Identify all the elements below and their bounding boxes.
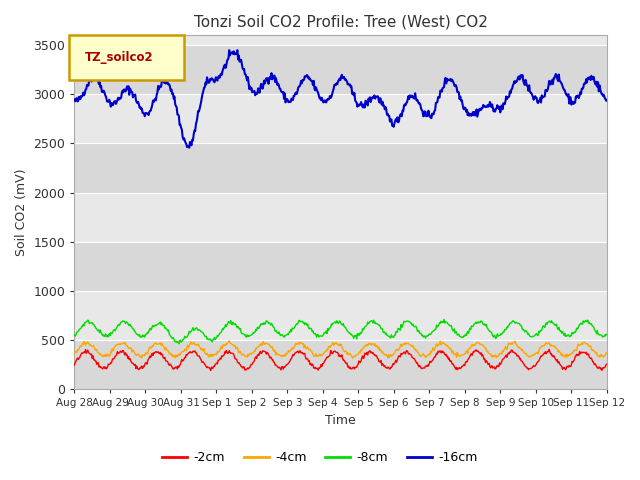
Bar xyxy=(74,340,607,389)
Title: Tonzi Soil CO2 Profile: Tree (West) CO2: Tonzi Soil CO2 Profile: Tree (West) CO2 xyxy=(194,15,488,30)
Bar xyxy=(74,241,607,291)
X-axis label: Time: Time xyxy=(325,414,356,427)
Legend: -2cm, -4cm, -8cm, -16cm: -2cm, -4cm, -8cm, -16cm xyxy=(157,446,483,469)
FancyBboxPatch shape xyxy=(69,36,184,80)
Bar xyxy=(74,0,607,45)
Bar xyxy=(74,94,607,144)
Text: TZ_soilco2: TZ_soilco2 xyxy=(85,51,154,64)
Bar xyxy=(74,291,607,340)
Bar xyxy=(74,144,607,192)
Y-axis label: Soil CO2 (mV): Soil CO2 (mV) xyxy=(15,168,28,256)
Bar xyxy=(74,192,607,241)
Bar xyxy=(74,45,607,94)
